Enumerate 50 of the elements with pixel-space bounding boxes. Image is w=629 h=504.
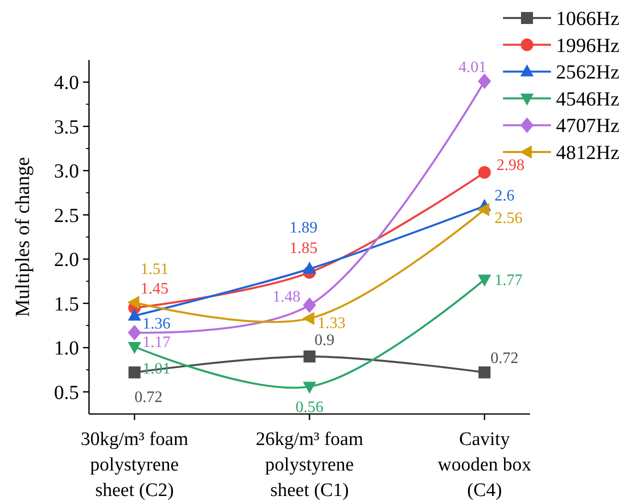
legend-label: 1066Hz (556, 8, 620, 30)
point (128, 324, 142, 340)
point (302, 262, 316, 274)
y-tick-label: 3.0 (54, 160, 79, 183)
data-label: 1.45 (140, 280, 168, 298)
point (302, 382, 316, 394)
data-label: 2.56 (494, 210, 522, 228)
data-label: 1.33 (318, 315, 346, 332)
point (302, 312, 314, 326)
data-label: 1.48 (272, 288, 300, 306)
data-label: 4.01 (458, 58, 486, 76)
y-axis-title: Multiples of change (12, 156, 34, 317)
x-tick-label: 26kg/m³ foam polystyrene sheet (C1) (256, 429, 364, 501)
data-label: 1.85 (290, 240, 318, 257)
legend-label: 4546Hz (556, 88, 620, 110)
data-label: 0.56 (296, 399, 324, 416)
x-tick-label: 30kg/m³ foam polystyrene sheet (C2) (80, 429, 188, 501)
legend-label: 4707Hz (556, 115, 620, 138)
x-tick-label: Cavity wooden box (C4) (438, 429, 532, 501)
point (304, 350, 316, 362)
point (478, 166, 491, 179)
data-label: 1.51 (140, 261, 168, 278)
y-tick-label: 1.5 (54, 293, 79, 316)
point (478, 366, 490, 378)
point (128, 342, 142, 354)
point (478, 274, 492, 287)
y-tick-label: 3.5 (54, 116, 79, 138)
point (478, 73, 492, 90)
data-label: 0.72 (490, 350, 518, 368)
y-tick-label: 0.5 (54, 382, 79, 404)
data-label: 1.89 (290, 219, 318, 236)
legend-label: 1996Hz (556, 34, 620, 57)
legend-label: 4812Hz (556, 142, 620, 164)
point (302, 297, 316, 313)
point (128, 308, 142, 321)
data-label: 0.9 (314, 332, 334, 350)
data-label: 2.98 (496, 156, 524, 174)
point (128, 366, 140, 378)
data-label: 1.77 (494, 272, 522, 290)
data-label: 0.72 (134, 389, 162, 406)
data-label: 1.17 (142, 334, 170, 352)
y-tick-label: 1.0 (54, 338, 79, 360)
data-label: 2.6 (494, 188, 514, 205)
point (477, 202, 490, 216)
y-tick-label: 4.0 (54, 72, 79, 94)
point (127, 296, 140, 310)
y-tick-label: 2.0 (54, 249, 79, 272)
legend-label: 2562Hz (556, 62, 620, 84)
y-tick-label: 2.5 (54, 204, 79, 227)
data-label: 1.36 (142, 315, 170, 332)
